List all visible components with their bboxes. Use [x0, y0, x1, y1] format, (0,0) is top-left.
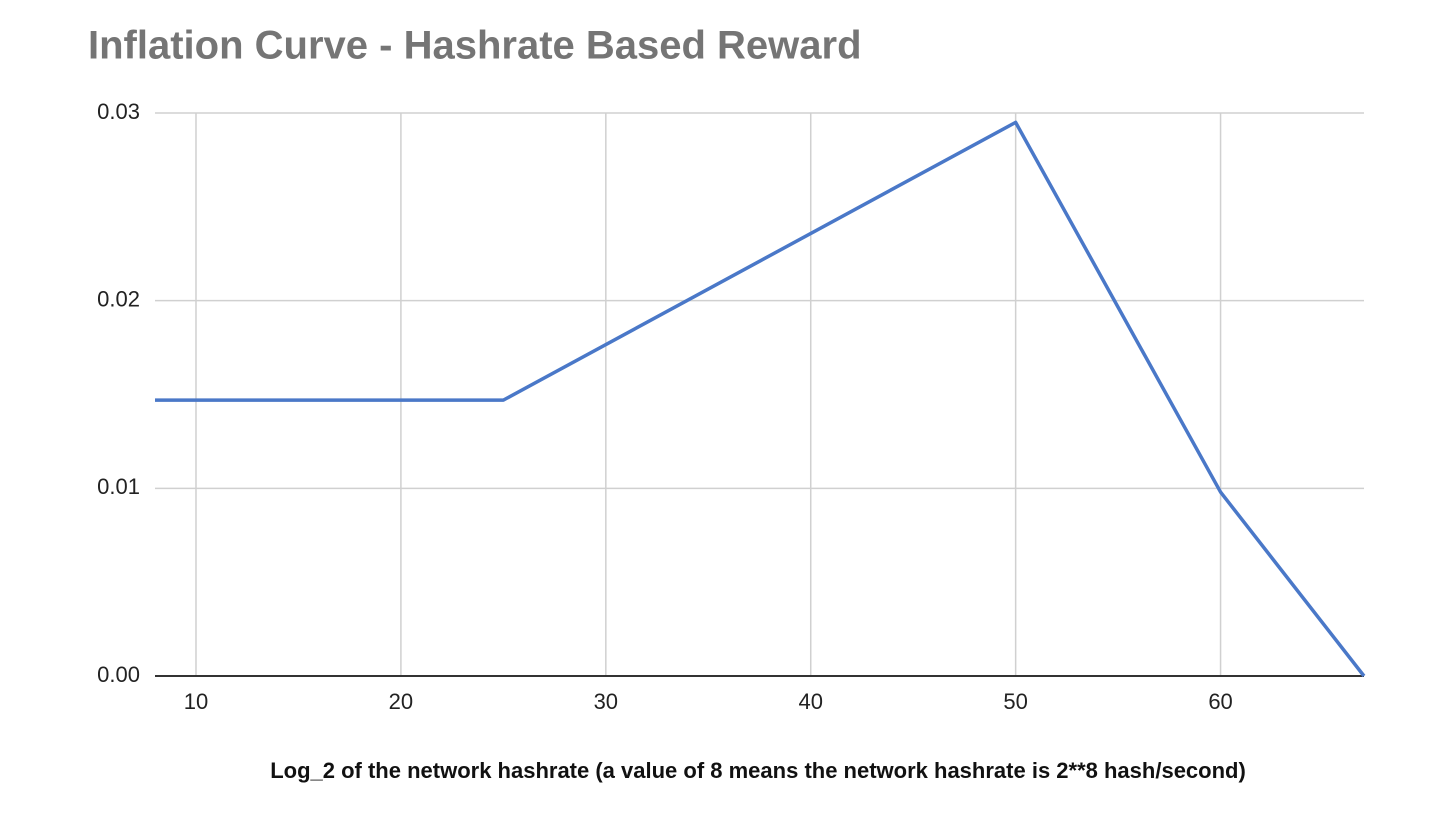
x-tick-label: 60 [1208, 689, 1232, 714]
x-tick-label: 30 [594, 689, 618, 714]
y-tick-label: 0.00 [97, 662, 140, 687]
chart-title: Inflation Curve - Hashrate Based Reward [88, 24, 862, 68]
y-tick-label: 0.02 [97, 286, 140, 311]
x-tick-label: 40 [798, 689, 822, 714]
y-tick-label: 0.03 [97, 99, 140, 124]
line-series [155, 120, 1366, 678]
x-tick-label: 20 [389, 689, 413, 714]
x-tick-label: 50 [1003, 689, 1027, 714]
x-tick-label: 10 [184, 689, 208, 714]
x-axis-title: Log_2 of the network hashrate (a value o… [270, 758, 1246, 783]
y-tick-label: 0.01 [97, 474, 140, 499]
